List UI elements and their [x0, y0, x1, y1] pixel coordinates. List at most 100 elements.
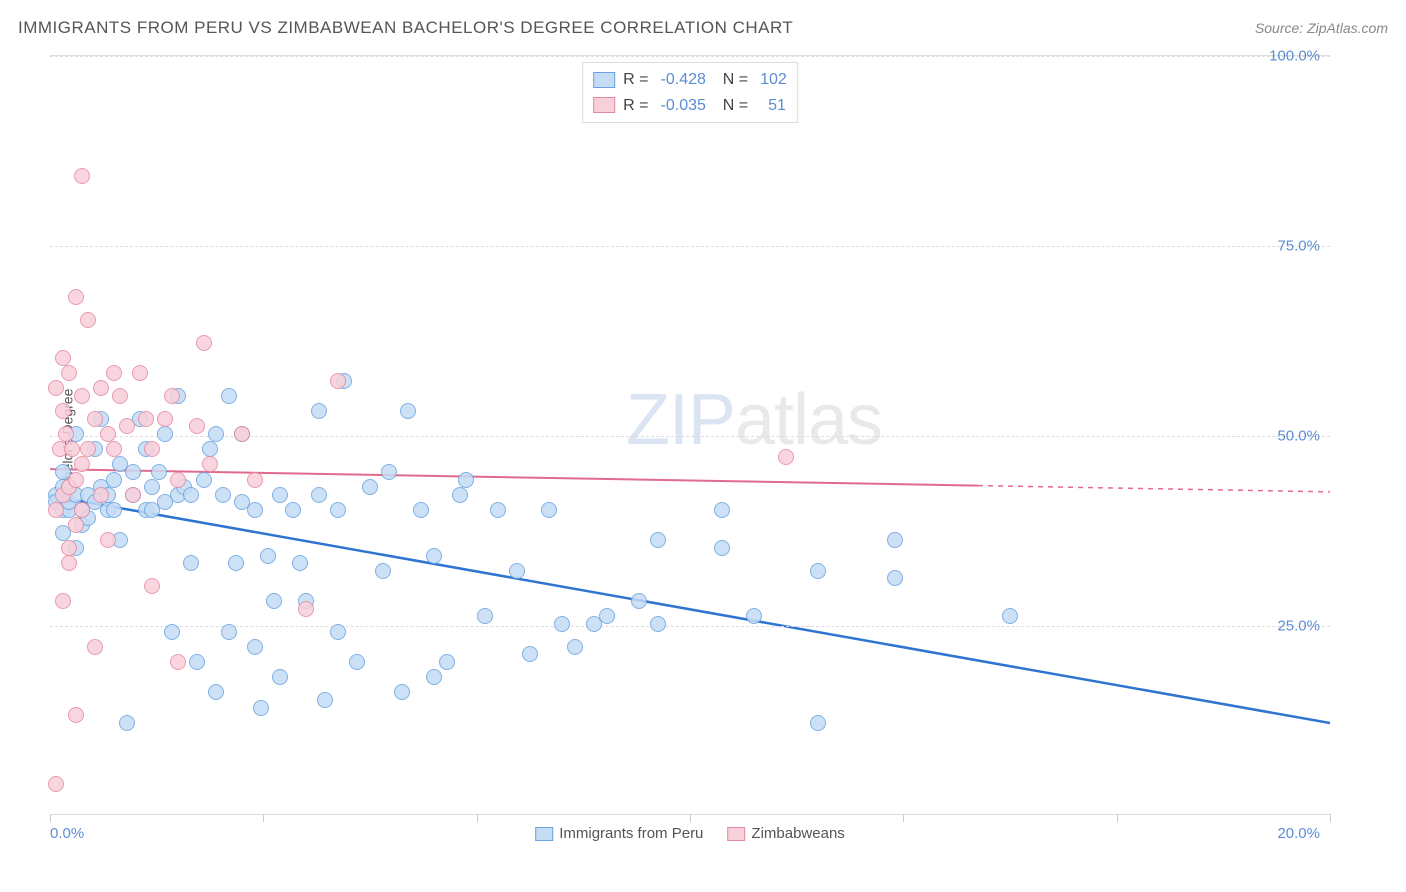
legend-label-peru: Immigrants from Peru — [559, 825, 703, 842]
data-point — [48, 502, 64, 518]
x-tick-0: 0.0% — [50, 825, 84, 842]
data-point — [631, 593, 647, 609]
data-point — [221, 624, 237, 640]
data-point — [106, 502, 122, 518]
data-point — [106, 472, 122, 488]
data-point — [381, 464, 397, 480]
data-point — [48, 776, 64, 792]
data-point — [80, 441, 96, 457]
data-point — [68, 707, 84, 723]
data-point — [58, 426, 74, 442]
data-point — [157, 411, 173, 427]
data-point — [164, 388, 180, 404]
x-tick-1: 20.0% — [1277, 825, 1320, 842]
series-legend: Immigrants from Peru Zimbabweans — [535, 825, 845, 842]
data-point — [541, 502, 557, 518]
data-point — [189, 418, 205, 434]
data-point — [234, 426, 250, 442]
data-point — [567, 639, 583, 655]
data-point — [228, 555, 244, 571]
data-point — [208, 684, 224, 700]
data-point — [74, 456, 90, 472]
data-point — [61, 555, 77, 571]
data-point — [554, 616, 570, 632]
data-point — [272, 669, 288, 685]
data-point — [330, 624, 346, 640]
data-point — [144, 441, 160, 457]
watermark-zip: ZIP — [626, 380, 735, 460]
x-tick — [1117, 814, 1118, 822]
data-point — [714, 540, 730, 556]
x-tick — [1330, 814, 1331, 822]
stats-row-peru: R = -0.428 N = 102 — [593, 67, 787, 93]
stats-row-zim: R = -0.035 N = 51 — [593, 93, 787, 119]
data-point — [298, 601, 314, 617]
y-tick-label: 50.0% — [1277, 428, 1320, 445]
data-point — [260, 548, 276, 564]
data-point — [93, 487, 109, 503]
stats-swatch-zim — [593, 97, 615, 113]
data-point — [215, 487, 231, 503]
data-point — [170, 472, 186, 488]
data-point — [247, 639, 263, 655]
data-point — [64, 441, 80, 457]
data-point — [247, 472, 263, 488]
data-point — [362, 479, 378, 495]
data-point — [106, 365, 122, 381]
x-tick — [50, 814, 51, 822]
data-point — [202, 456, 218, 472]
data-point — [509, 563, 525, 579]
data-point — [68, 289, 84, 305]
data-point — [196, 335, 212, 351]
data-point — [87, 639, 103, 655]
x-tick — [690, 814, 691, 822]
data-point — [55, 593, 71, 609]
data-point — [292, 555, 308, 571]
data-point — [100, 532, 116, 548]
y-tick-label: 75.0% — [1277, 238, 1320, 255]
data-point — [413, 502, 429, 518]
data-point — [183, 487, 199, 503]
data-point — [74, 388, 90, 404]
data-point — [650, 616, 666, 632]
data-point — [439, 654, 455, 670]
data-point — [426, 669, 442, 685]
x-tick — [477, 814, 478, 822]
stats-r-zim: -0.035 — [657, 93, 706, 119]
data-point — [253, 700, 269, 716]
data-point — [599, 608, 615, 624]
data-point — [93, 380, 109, 396]
x-tick — [903, 814, 904, 822]
legend-item-peru: Immigrants from Peru — [535, 825, 703, 842]
data-point — [272, 487, 288, 503]
data-point — [55, 350, 71, 366]
data-point — [490, 502, 506, 518]
data-point — [285, 502, 301, 518]
stats-swatch-peru — [593, 72, 615, 88]
data-point — [144, 479, 160, 495]
y-tick-label: 25.0% — [1277, 618, 1320, 635]
legend-swatch-peru — [535, 827, 553, 841]
stats-r-peru: -0.428 — [657, 67, 706, 93]
stats-n-label: N = — [714, 93, 748, 119]
scatter-chart: ZIPatlas R = -0.428 N = 102 R = -0.035 N… — [50, 55, 1330, 815]
data-point — [887, 570, 903, 586]
data-point — [74, 502, 90, 518]
data-point — [330, 373, 346, 389]
data-point — [151, 464, 167, 480]
data-point — [138, 411, 154, 427]
watermark: ZIPatlas — [626, 379, 882, 461]
x-tick — [263, 814, 264, 822]
data-point — [221, 388, 237, 404]
stats-n-label: N = — [714, 67, 748, 93]
data-point — [522, 646, 538, 662]
data-point — [119, 715, 135, 731]
data-point — [80, 312, 96, 328]
stats-n-zim: 51 — [756, 93, 786, 119]
data-point — [477, 608, 493, 624]
data-point — [196, 472, 212, 488]
legend-label-zim: Zimbabweans — [751, 825, 844, 842]
data-point — [266, 593, 282, 609]
data-point — [125, 464, 141, 480]
legend-item-zim: Zimbabweans — [727, 825, 844, 842]
